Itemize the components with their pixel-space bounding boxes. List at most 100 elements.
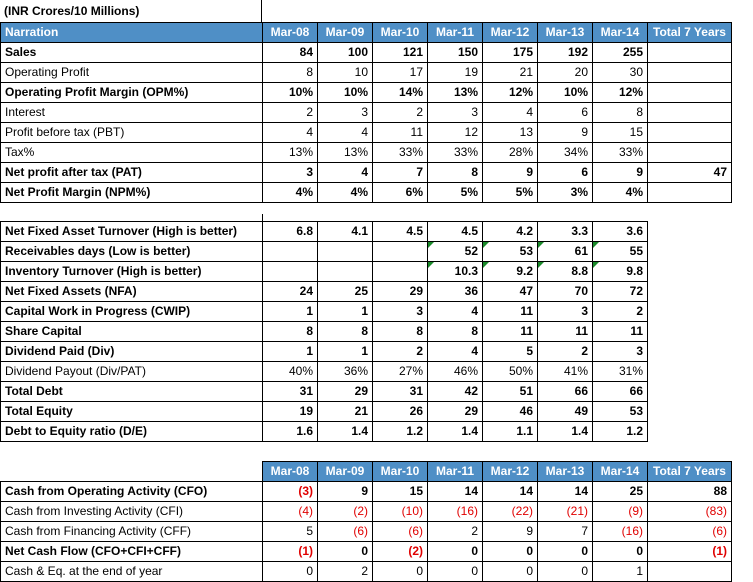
data-cell[interactable]: 1: [262, 301, 318, 322]
data-cell[interactable]: 66: [592, 381, 648, 402]
data-cell[interactable]: 26: [372, 401, 428, 422]
row-label[interactable]: Net Fixed Assets (NFA): [0, 281, 263, 302]
data-cell[interactable]: 6: [537, 102, 593, 123]
data-cell[interactable]: 9: [482, 521, 538, 542]
data-cell[interactable]: 9: [592, 162, 648, 183]
data-cell[interactable]: 1: [317, 341, 373, 362]
data-cell[interactable]: 100: [317, 42, 373, 63]
data-cell[interactable]: 1: [317, 301, 373, 322]
data-cell[interactable]: 24: [262, 281, 318, 302]
data-cell[interactable]: 0: [482, 541, 538, 562]
data-cell[interactable]: 31: [262, 381, 318, 402]
data-cell[interactable]: 13: [482, 122, 538, 143]
data-cell[interactable]: 70: [537, 281, 593, 302]
data-cell[interactable]: 4%: [262, 182, 318, 203]
header-cell-mar-14[interactable]: Mar-14: [592, 461, 648, 482]
row-label[interactable]: Cash from Investing Activity (CFI): [0, 501, 263, 522]
data-cell[interactable]: 10%: [262, 82, 318, 103]
data-cell[interactable]: (21): [537, 501, 593, 522]
header-cell-mar-10[interactable]: Mar-10: [372, 22, 428, 43]
row-label[interactable]: Interest: [0, 102, 263, 123]
row-label[interactable]: Sales: [0, 42, 263, 63]
data-cell[interactable]: (83): [647, 501, 732, 522]
data-cell[interactable]: 3: [592, 341, 648, 362]
data-cell[interactable]: 2: [317, 561, 373, 582]
data-cell[interactable]: 192: [537, 42, 593, 63]
row-label[interactable]: Net Profit Margin (NPM%): [0, 182, 263, 203]
data-cell[interactable]: 255: [592, 42, 648, 63]
row-label[interactable]: Capital Work in Progress (CWIP): [0, 301, 263, 322]
data-cell[interactable]: 9: [482, 162, 538, 183]
data-cell[interactable]: 4: [317, 162, 373, 183]
data-cell[interactable]: 15: [372, 481, 428, 502]
data-cell[interactable]: 150: [427, 42, 483, 63]
data-cell[interactable]: 1.4: [537, 421, 593, 442]
data-cell[interactable]: 9: [537, 122, 593, 143]
data-cell[interactable]: (1): [647, 541, 732, 562]
data-cell[interactable]: 4%: [592, 182, 648, 203]
data-cell[interactable]: 121: [372, 42, 428, 63]
header-cell-mar-12[interactable]: Mar-12: [482, 461, 538, 482]
data-cell[interactable]: [262, 261, 318, 282]
data-cell[interactable]: 52: [427, 241, 483, 262]
data-cell[interactable]: [317, 261, 373, 282]
data-cell[interactable]: 19: [427, 62, 483, 83]
data-cell[interactable]: [317, 241, 373, 262]
data-cell[interactable]: 15: [592, 122, 648, 143]
header-cell-mar-14[interactable]: Mar-14: [592, 22, 648, 43]
data-cell[interactable]: 2: [262, 102, 318, 123]
data-cell[interactable]: (1): [262, 541, 318, 562]
data-cell[interactable]: [647, 182, 732, 203]
header-cell-narration[interactable]: [0, 461, 263, 482]
data-cell[interactable]: 20: [537, 62, 593, 83]
data-cell[interactable]: 5: [262, 521, 318, 542]
data-cell[interactable]: 28%: [482, 142, 538, 163]
data-cell[interactable]: 1.2: [592, 421, 648, 442]
data-cell[interactable]: 6: [537, 162, 593, 183]
data-cell[interactable]: 0: [262, 561, 318, 582]
data-cell[interactable]: [647, 142, 732, 163]
data-cell[interactable]: 1.6: [262, 421, 318, 442]
data-cell[interactable]: 21: [482, 62, 538, 83]
data-cell[interactable]: 30: [592, 62, 648, 83]
data-cell[interactable]: 3%: [537, 182, 593, 203]
data-cell[interactable]: 61: [537, 241, 593, 262]
data-cell[interactable]: 46%: [427, 361, 483, 382]
data-cell[interactable]: 17: [372, 62, 428, 83]
data-cell[interactable]: 53: [592, 401, 648, 422]
data-cell[interactable]: [262, 241, 318, 262]
data-cell[interactable]: 25: [317, 281, 373, 302]
data-cell[interactable]: 47: [647, 162, 732, 183]
data-cell[interactable]: 0: [427, 561, 483, 582]
header-cell-mar-13[interactable]: Mar-13: [537, 461, 593, 482]
data-cell[interactable]: 0: [537, 541, 593, 562]
data-cell[interactable]: 2: [537, 341, 593, 362]
data-cell[interactable]: 9.2: [482, 261, 538, 282]
data-cell[interactable]: (9): [592, 501, 648, 522]
data-cell[interactable]: 10: [317, 62, 373, 83]
data-cell[interactable]: 25: [592, 481, 648, 502]
data-cell[interactable]: 88: [647, 481, 732, 502]
data-cell[interactable]: 11: [482, 321, 538, 342]
data-cell[interactable]: (4): [262, 501, 318, 522]
data-cell[interactable]: 13%: [427, 82, 483, 103]
data-cell[interactable]: 29: [427, 401, 483, 422]
data-cell[interactable]: 84: [262, 42, 318, 63]
data-cell[interactable]: 4: [427, 341, 483, 362]
row-label[interactable]: Profit before tax (PBT): [0, 122, 263, 143]
row-label[interactable]: Operating Profit Margin (OPM%): [0, 82, 263, 103]
data-cell[interactable]: 36%: [317, 361, 373, 382]
data-cell[interactable]: 8.8: [537, 261, 593, 282]
data-cell[interactable]: 10%: [317, 82, 373, 103]
row-label[interactable]: Cash & Eq. at the end of year: [0, 561, 263, 582]
data-cell[interactable]: 3: [372, 301, 428, 322]
data-cell[interactable]: 47: [482, 281, 538, 302]
header-cell-mar-08[interactable]: Mar-08: [262, 22, 318, 43]
header-cell-mar-12[interactable]: Mar-12: [482, 22, 538, 43]
data-cell[interactable]: 8: [427, 162, 483, 183]
data-cell[interactable]: 11: [592, 321, 648, 342]
data-cell[interactable]: 31: [372, 381, 428, 402]
data-cell[interactable]: [647, 561, 732, 582]
data-cell[interactable]: 0: [427, 541, 483, 562]
data-cell[interactable]: 10%: [537, 82, 593, 103]
